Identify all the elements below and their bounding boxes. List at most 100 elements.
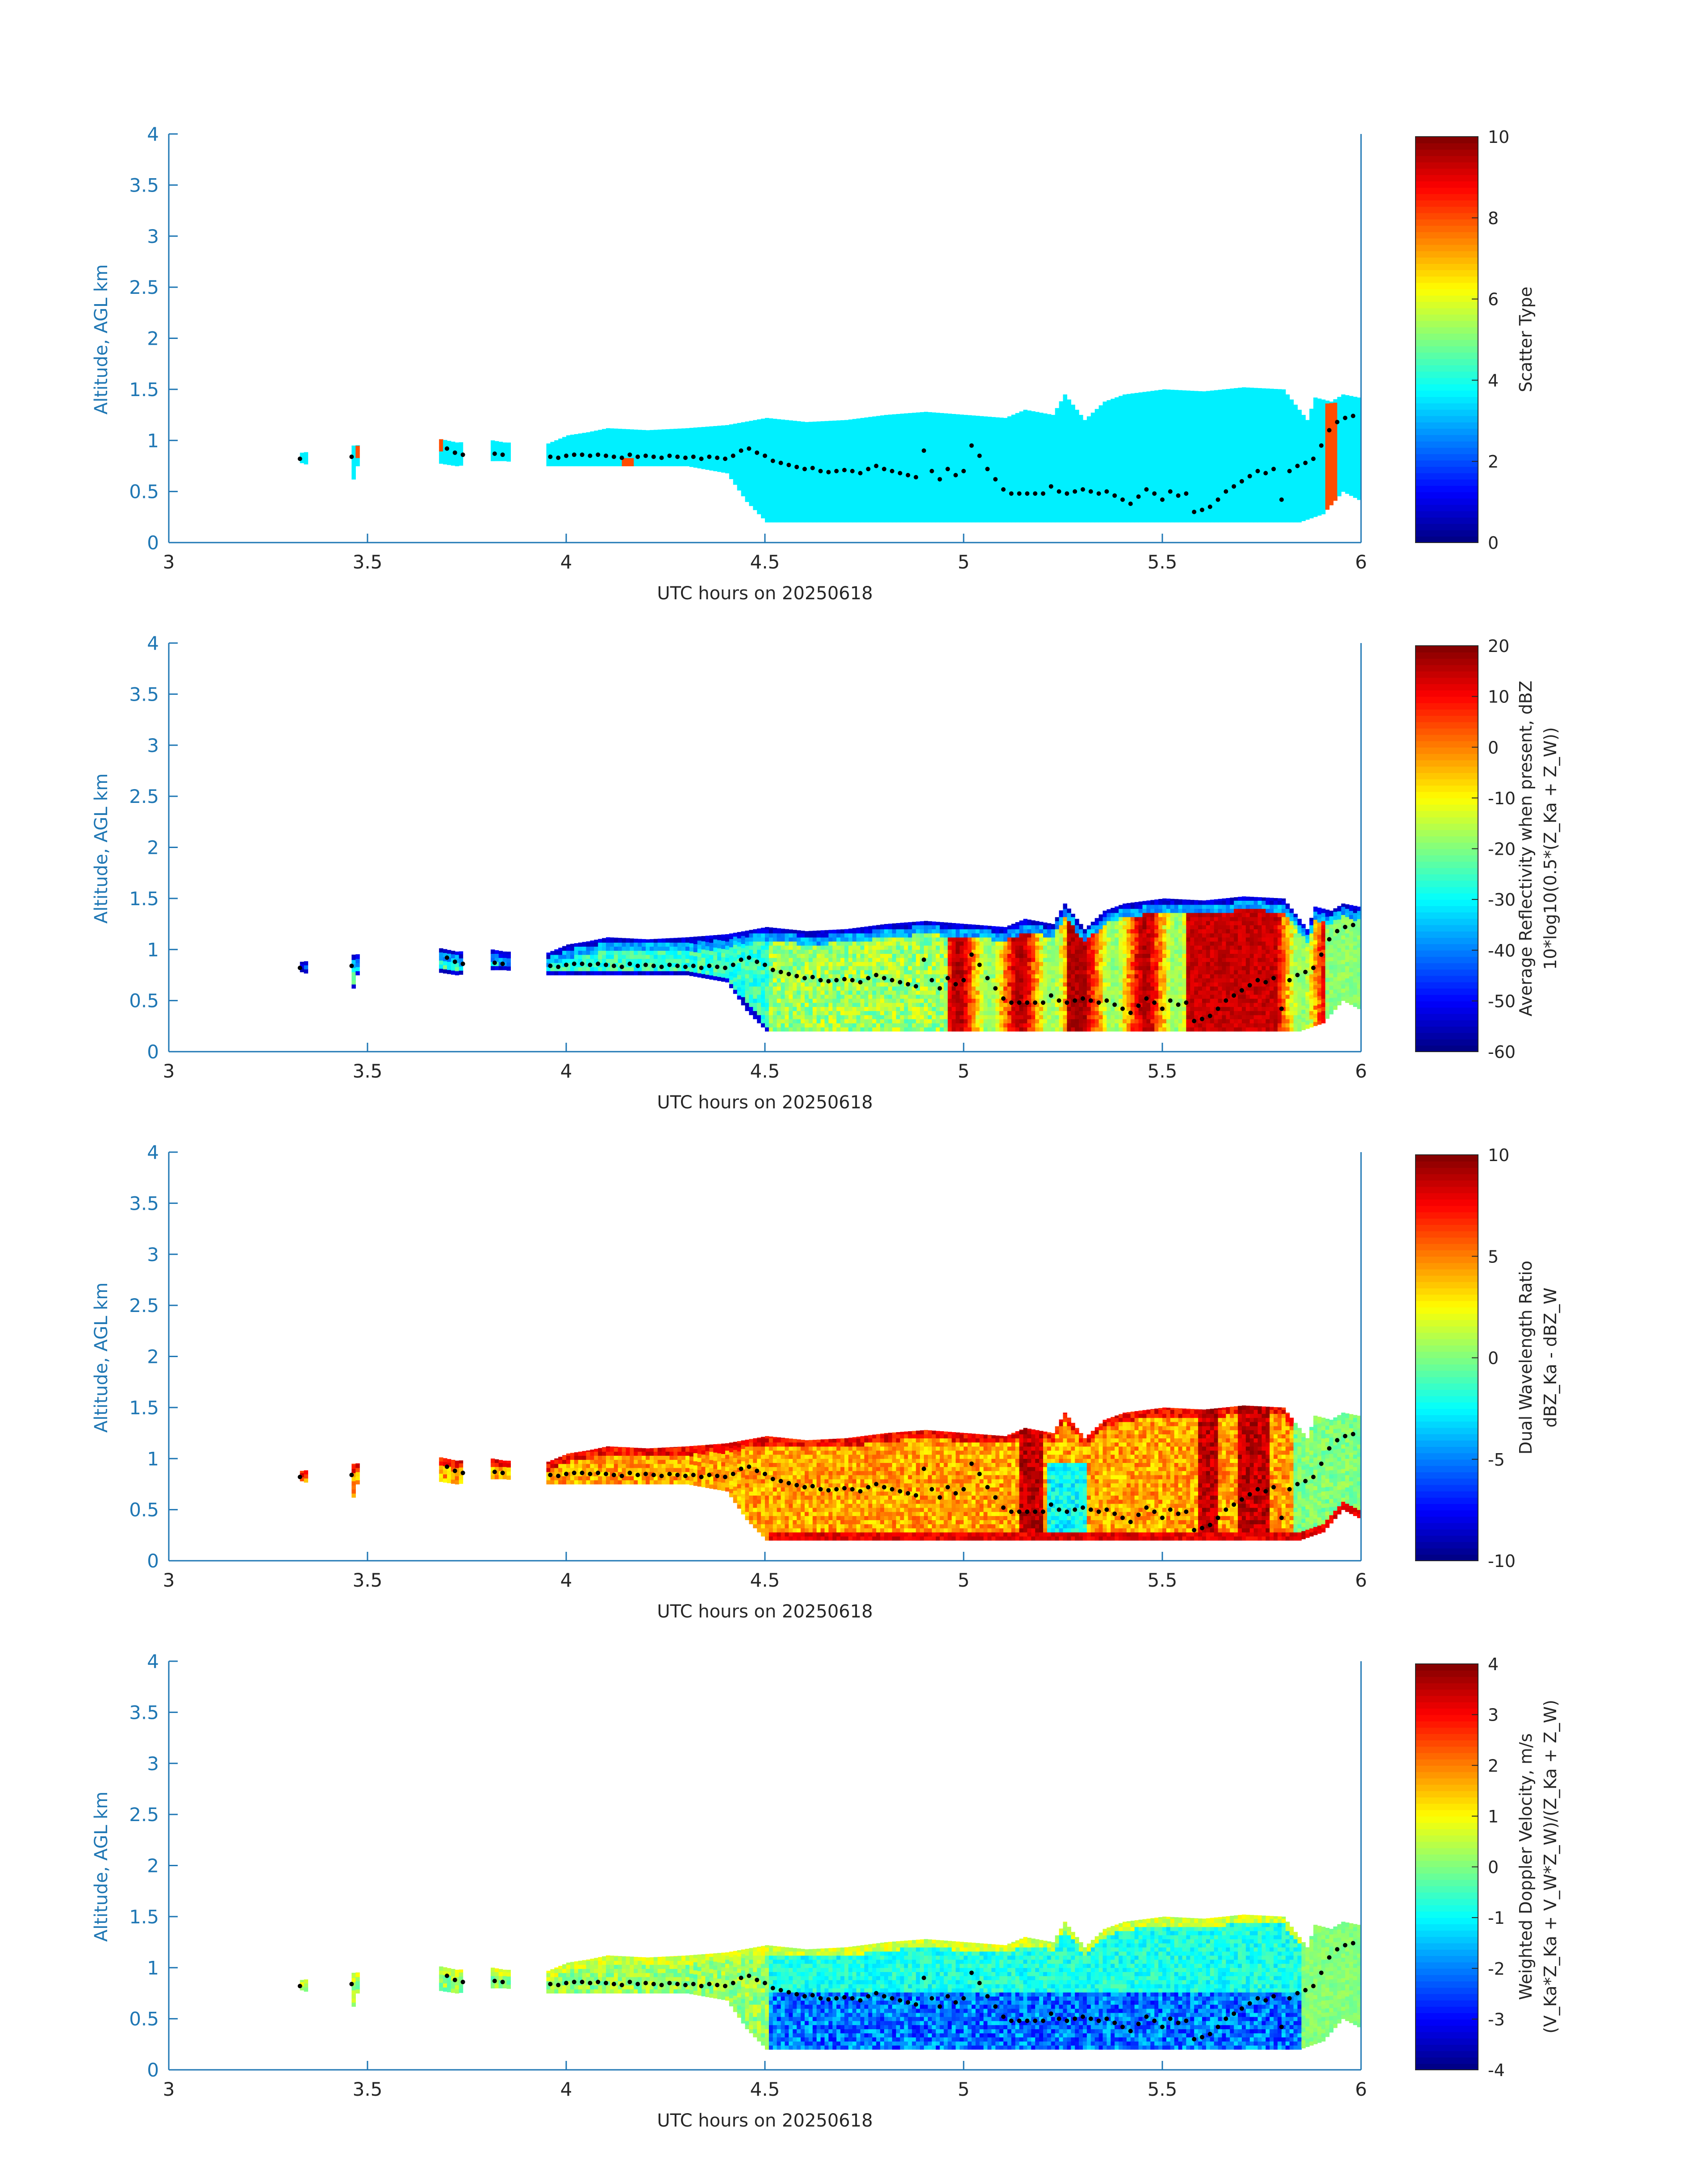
heatmap-cell — [355, 458, 360, 462]
heatmap-cell — [1282, 465, 1286, 469]
heatmap-cell — [1083, 461, 1087, 465]
heatmap-cell — [1031, 506, 1036, 510]
heatmap-cell — [1337, 464, 1342, 468]
heatmap-cell — [1143, 461, 1147, 465]
heatmap-cell — [1262, 497, 1266, 502]
heatmap-cell — [1039, 449, 1044, 453]
heatmap-cell — [1119, 489, 1123, 494]
heatmap-cell — [1317, 511, 1322, 516]
heatmap-cell — [1047, 506, 1052, 510]
heatmap-cell — [713, 463, 718, 467]
heatmap-cell — [1294, 473, 1298, 478]
heatmap-cell — [864, 432, 869, 437]
heatmap-cell — [1242, 473, 1246, 478]
heatmap-cell — [904, 453, 909, 457]
heatmap-cell — [908, 457, 912, 461]
heatmap-cell — [1035, 497, 1040, 502]
heatmap-cell — [801, 497, 805, 502]
heatmap-cell — [1003, 424, 1008, 429]
heatmap-cell — [1286, 404, 1290, 408]
heatmap-cell — [1214, 432, 1219, 437]
heatmap-cell — [1111, 514, 1115, 518]
heatmap-cell — [987, 457, 992, 461]
heatmap-cell — [908, 424, 912, 429]
heatmap-cell — [1127, 420, 1131, 425]
heatmap-cell — [1123, 449, 1127, 453]
heatmap-cell — [1242, 391, 1246, 396]
heatmap-cell — [872, 457, 877, 461]
heatmap-cell — [936, 420, 940, 425]
heatmap-cell — [1170, 493, 1175, 498]
heatmap-cell — [1226, 444, 1230, 449]
heatmap-cell — [1202, 440, 1207, 445]
heatmap-cell — [1059, 510, 1064, 514]
heatmap-cell — [972, 461, 976, 465]
heatmap-cell — [1250, 485, 1254, 490]
heatmap-cell — [1202, 428, 1207, 433]
heatmap-cell — [916, 465, 920, 469]
heatmap-cell — [944, 506, 948, 510]
heatmap-cell — [1333, 472, 1338, 476]
heatmap-cell — [1194, 489, 1199, 494]
heatmap-cell — [1059, 481, 1064, 486]
heatmap-cell — [964, 415, 968, 416]
heatmap-cell — [1278, 465, 1282, 469]
heatmap-cell — [876, 518, 881, 522]
heatmap-cell — [1039, 424, 1044, 429]
heatmap-cell — [443, 440, 447, 444]
heatmap-cell — [785, 473, 789, 478]
heatmap-cell — [1214, 493, 1219, 498]
heatmap-cell — [785, 440, 789, 445]
heatmap-cell — [836, 497, 841, 502]
heatmap-cell — [868, 457, 873, 461]
heatmap-cell — [1150, 391, 1155, 396]
heatmap-cell — [1011, 444, 1016, 449]
heatmap-cell — [999, 465, 1004, 469]
heatmap-cell — [1178, 416, 1183, 420]
heatmap-cell — [1286, 394, 1290, 396]
heatmap-cell — [852, 465, 857, 469]
heatmap-cell — [964, 514, 968, 518]
heatmap-cell — [1087, 485, 1091, 490]
heatmap-cell — [666, 429, 670, 434]
heatmap-cell — [793, 514, 797, 518]
heatmap-cell — [1242, 444, 1246, 449]
heatmap-cell — [1023, 412, 1028, 416]
heatmap-cell — [987, 444, 992, 449]
heatmap-cell — [1210, 404, 1215, 408]
heatmap-cell — [1055, 481, 1060, 486]
heatmap-cell — [817, 440, 821, 445]
heatmap-cell — [693, 447, 698, 451]
heatmap-cell — [685, 429, 690, 434]
heatmap-cell — [1230, 436, 1234, 441]
heatmap-cell — [1309, 412, 1314, 416]
heatmap-cell — [789, 453, 793, 457]
cloud-base-dot — [349, 455, 354, 459]
heatmap-cell — [702, 452, 706, 457]
heatmap-cell — [1186, 453, 1190, 457]
heatmap-cell — [987, 510, 992, 514]
heatmap-cell — [1230, 493, 1234, 498]
heatmap-cell — [817, 424, 821, 429]
heatmap-cell — [1278, 412, 1282, 416]
heatmap-cell — [1274, 518, 1278, 522]
heatmap-cell — [1194, 436, 1199, 441]
heatmap-cell — [1226, 485, 1230, 490]
heatmap-cell — [1170, 400, 1175, 404]
heatmap-cell — [777, 428, 781, 433]
heatmap-cell — [1115, 453, 1119, 457]
heatmap-cell — [1079, 465, 1083, 469]
heatmap-cell — [960, 436, 964, 441]
heatmap-cell — [888, 502, 893, 506]
heatmap-cell — [1198, 412, 1203, 416]
cloud-base-dot — [501, 452, 505, 457]
heatmap-cell — [1047, 465, 1052, 469]
heatmap-cell — [1075, 428, 1079, 433]
heatmap-cell — [793, 421, 797, 424]
heatmap-cell — [852, 514, 857, 518]
heatmap-cell — [1003, 477, 1008, 482]
heatmap-cell — [1075, 481, 1079, 486]
heatmap-cell — [1087, 428, 1091, 433]
heatmap-cell — [1317, 422, 1322, 426]
heatmap-cell — [1210, 444, 1215, 449]
